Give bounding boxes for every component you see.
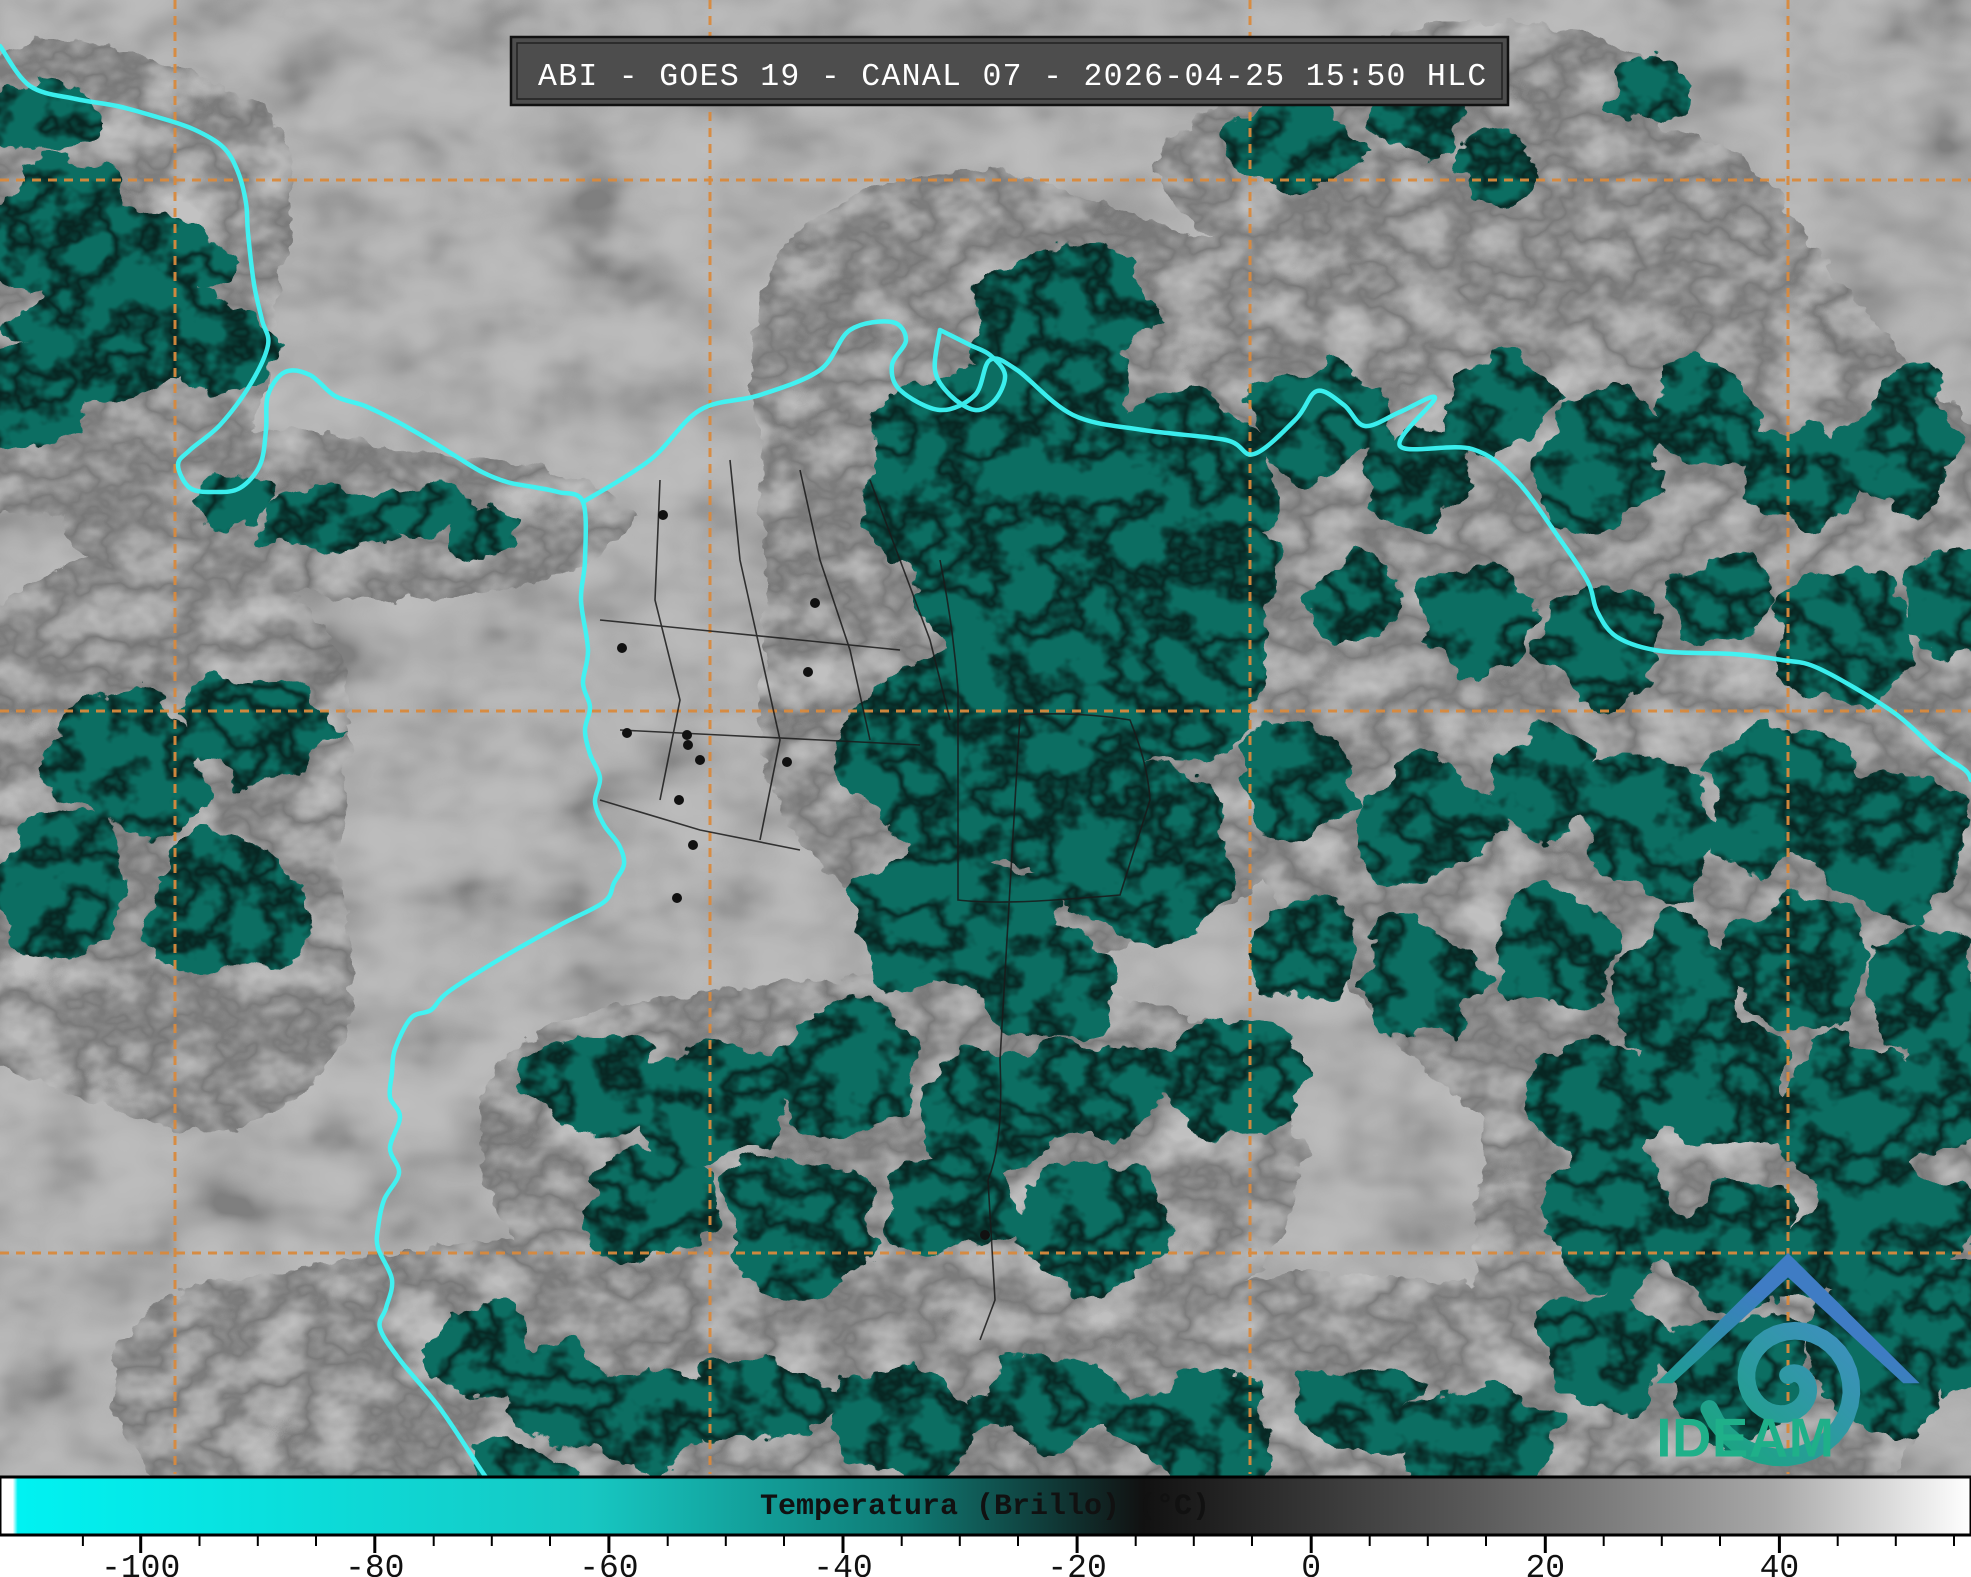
svg-text:-40: -40	[813, 1550, 872, 1577]
svg-text:20: 20	[1525, 1550, 1565, 1577]
svg-text:ABI - GOES 19 - CANAL 07 - 202: ABI - GOES 19 - CANAL 07 - 2026-04-25 15…	[538, 60, 1488, 95]
svg-text:IDEAM: IDEAM	[1656, 1408, 1834, 1469]
svg-text:-20: -20	[1047, 1550, 1106, 1577]
svg-text:-100: -100	[101, 1550, 180, 1577]
svg-text:40: 40	[1760, 1550, 1800, 1577]
svg-text:-80: -80	[345, 1550, 404, 1577]
svg-text:-60: -60	[579, 1550, 638, 1577]
svg-text:Temperatura (Brillo) (°C): Temperatura (Brillo) (°C)	[760, 1490, 1210, 1524]
svg-text:0: 0	[1301, 1550, 1321, 1577]
